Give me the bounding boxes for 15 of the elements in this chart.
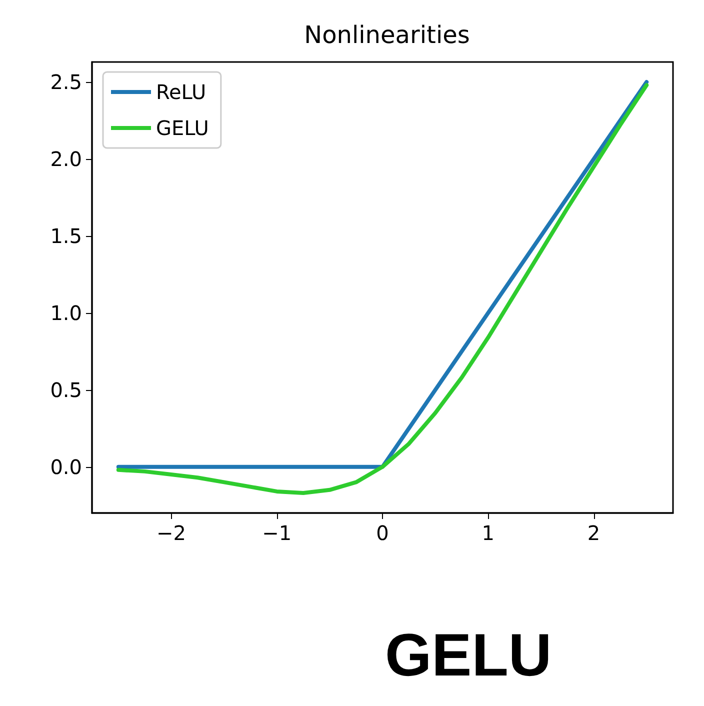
x-tick-label: 0 xyxy=(376,521,389,545)
y-tick-label: 1.0 xyxy=(50,300,82,325)
y-tick-label: 0.0 xyxy=(50,454,82,479)
x-tick-label: −2 xyxy=(156,521,186,545)
y-tick-label: 2.0 xyxy=(50,146,82,171)
x-tick-label: 1 xyxy=(482,521,495,545)
x-tick-label: 2 xyxy=(587,521,600,545)
y-tick-label: 2.5 xyxy=(50,70,82,94)
y-tick-label: 0.5 xyxy=(50,378,82,402)
y-tick-label: 1.5 xyxy=(50,224,82,248)
chart-title: Nonlinearities xyxy=(304,21,470,49)
legend-label: ReLU xyxy=(156,80,206,104)
legend-label: GELU xyxy=(156,116,209,140)
text: GELU xyxy=(385,622,552,688)
x-tick-label: −1 xyxy=(262,521,292,545)
